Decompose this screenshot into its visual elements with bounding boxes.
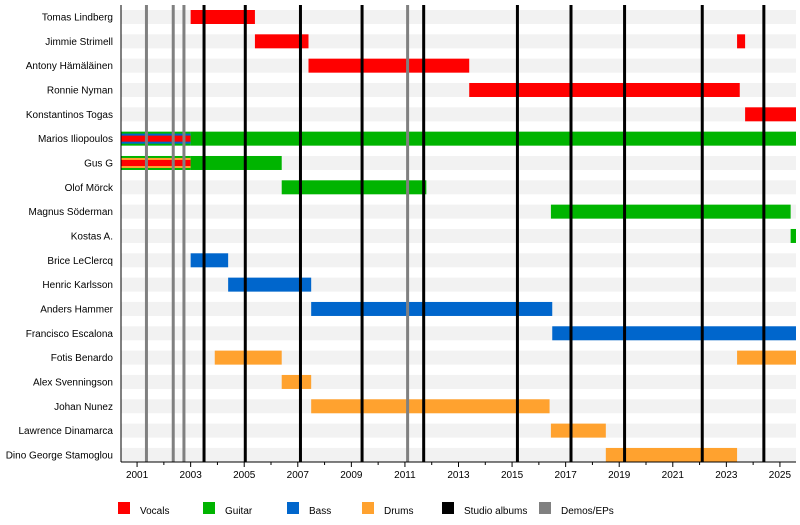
member-label: Fotis Benardo — [51, 353, 114, 364]
bar-guitar — [790, 228, 796, 243]
row-stripe — [121, 10, 796, 24]
row-stripe — [121, 107, 796, 122]
member-label: Henric Karlsson — [42, 280, 113, 291]
bar-vocals — [745, 107, 796, 122]
legend-swatch-vocals — [118, 502, 130, 514]
bar-guitar — [190, 131, 797, 146]
x-tick-label: 2025 — [769, 470, 792, 481]
x-tick-label: 2007 — [287, 470, 310, 481]
legend-label: Vocals — [140, 506, 169, 517]
row-stripe — [121, 180, 796, 195]
bar-drums — [214, 350, 282, 365]
bar-vocals — [469, 82, 740, 97]
bar-drums — [311, 399, 550, 414]
bar-vocals — [737, 34, 746, 49]
legend-label: Guitar — [225, 506, 253, 517]
x-tick-label: 2019 — [608, 470, 631, 481]
member-label: Kostas A. — [71, 231, 113, 242]
legend-swatch-drums — [362, 502, 374, 514]
x-tick-label: 2013 — [447, 470, 470, 481]
row-stripe — [121, 253, 796, 268]
member-label: Tomas Lindberg — [42, 13, 113, 24]
row-stripe — [121, 155, 796, 170]
bar-drums — [737, 350, 796, 365]
bar-vocals — [190, 10, 255, 24]
x-tick-label: 2015 — [501, 470, 524, 481]
bar-vocals — [121, 135, 191, 142]
legend-swatch-demos-eps — [539, 502, 551, 514]
member-label: Dino George Stamoglou — [6, 450, 113, 461]
row-stripe — [121, 228, 796, 243]
member-label: Magnus Söderman — [29, 207, 114, 218]
x-tick-label: 2003 — [180, 470, 203, 481]
x-tick-label: 2011 — [394, 470, 416, 481]
bar-guitar — [190, 155, 282, 170]
bar-guitar — [281, 180, 427, 195]
bar-vocals — [308, 58, 470, 73]
bar-bass — [311, 301, 553, 316]
member-label: Brice LeClercq — [47, 256, 113, 267]
member-label: Marios Iliopoulos — [38, 134, 113, 145]
row-stripe — [121, 423, 796, 438]
x-tick-label: 2021 — [662, 470, 685, 481]
member-label: Gus G — [84, 158, 113, 169]
bar-bass — [190, 253, 229, 268]
row-stripe — [121, 374, 796, 389]
member-label: Olof Mörck — [65, 183, 114, 194]
legend-swatch-studio-albums — [442, 502, 454, 514]
legend-label: Bass — [309, 506, 331, 517]
member-label: Antony Hämäläinen — [26, 61, 113, 72]
bar-vocals — [254, 34, 309, 49]
x-tick-label: 2005 — [233, 470, 256, 481]
member-label: Konstantinos Togas — [26, 110, 113, 121]
legend-label: Demos/EPs — [561, 506, 614, 517]
x-tick-label: 2017 — [555, 470, 578, 481]
bar-guitar — [550, 204, 791, 219]
x-tick-label: 2001 — [126, 470, 149, 481]
member-label: Francisco Escalona — [26, 329, 114, 340]
bar-drums — [605, 447, 738, 462]
member-label: Ronnie Nyman — [47, 85, 113, 96]
bar-drums — [550, 423, 606, 438]
legend-swatch-bass — [287, 502, 299, 514]
member-label: Alex Svenningson — [33, 377, 113, 388]
member-label: Lawrence Dinamarca — [19, 426, 114, 437]
row-stripe — [121, 350, 796, 365]
member-label: Johan Nunez — [54, 402, 113, 413]
x-tick-label: 2023 — [715, 470, 738, 481]
bar-drums — [281, 374, 312, 389]
row-stripe — [121, 34, 796, 49]
legend-label: Studio albums — [464, 506, 527, 517]
member-label: Anders Hammer — [40, 304, 113, 315]
row-stripe — [121, 277, 796, 292]
bar-vocals — [121, 159, 191, 167]
bar-bass — [228, 277, 312, 292]
member-label: Jimmie Strimell — [45, 37, 113, 48]
legend-label: Drums — [384, 506, 413, 517]
bar-bass — [552, 326, 796, 341]
x-tick-label: 2009 — [340, 470, 363, 481]
legend-swatch-guitar — [203, 502, 215, 514]
